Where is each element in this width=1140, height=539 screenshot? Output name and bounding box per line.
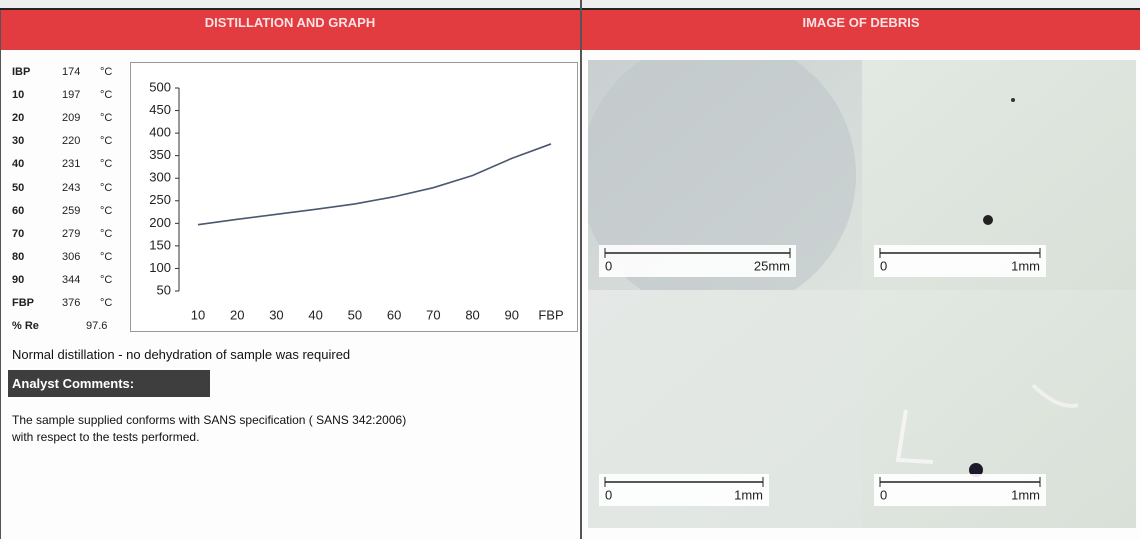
x-tick-label: 80 (465, 307, 479, 322)
line (198, 144, 551, 225)
row-unit: °C (100, 274, 112, 286)
scale-start: 0 (880, 258, 887, 273)
x-tick-label: 40 (308, 307, 322, 322)
row-unit: °C (100, 297, 112, 309)
row-label: % Re (12, 320, 39, 332)
row-value: 344 (62, 274, 80, 286)
y-tick-label: 150 (149, 237, 171, 252)
row-value: 209 (62, 112, 80, 124)
comments: The sample supplied conforms with SANS s… (12, 412, 406, 446)
scale-end-label: 1mm (1011, 487, 1040, 502)
y-tick-label: 500 (149, 79, 171, 94)
row-label: 30 (12, 135, 24, 147)
row-value: 197 (62, 89, 80, 101)
row-value: 220 (62, 135, 80, 147)
y-tick-label: 200 (149, 215, 171, 230)
border-left (0, 10, 1, 539)
row-unit: °C (100, 89, 112, 101)
divider (580, 0, 582, 539)
debris (983, 215, 993, 225)
row-label: 60 (12, 205, 24, 217)
row-value: 306 (62, 251, 80, 263)
x-tick-label: 10 (191, 307, 205, 322)
scale-start: 0 (605, 487, 612, 502)
row-unit: °C (100, 158, 112, 170)
comment-line: with respect to the tests performed. (12, 429, 406, 446)
left-header: DISTILLATION AND GRAPH (0, 10, 580, 50)
row-unit: °C (100, 135, 112, 147)
row-label: IBP (12, 66, 30, 78)
x-tick-label: 30 (269, 307, 283, 322)
scale-end-label: 1mm (734, 487, 763, 502)
comments-title: Analyst Comments: (8, 370, 210, 397)
row-label: FBP (12, 297, 34, 309)
scale-start: 0 (880, 487, 887, 502)
row-value: 279 (62, 228, 80, 240)
row-label: 50 (12, 182, 24, 194)
row-value: 174 (62, 66, 80, 78)
row-label: 90 (12, 274, 24, 286)
row-value: 376 (62, 297, 80, 309)
x-tick-label: 70 (426, 307, 440, 322)
y-tick-label: 300 (149, 170, 171, 185)
row-unit: °C (100, 251, 112, 263)
debris-images: 0 25mm 0 1mm 0 1mm 0 1mm (588, 60, 1136, 528)
y-tick-label: 350 (149, 147, 171, 162)
comment-line: The sample supplied conforms with SANS s… (12, 412, 406, 429)
row-unit: °C (100, 112, 112, 124)
debris (1011, 98, 1015, 102)
row-label: 40 (12, 158, 24, 170)
row-unit: °C (100, 205, 112, 217)
row-unit: °C (100, 66, 112, 78)
row-value: 243 (62, 182, 80, 194)
row-label: 20 (12, 112, 24, 124)
row-label: 80 (12, 251, 24, 263)
row-value: 231 (62, 158, 80, 170)
note: Normal distillation - no dehydration of … (12, 347, 350, 362)
row-unit: °C (100, 228, 112, 240)
y-tick-label: 450 (149, 102, 171, 117)
x-tick-label: FBP (538, 307, 563, 322)
x-tick-label: 20 (230, 307, 244, 322)
y-tick-label: 50 (157, 282, 171, 297)
x-tick-label: 60 (387, 307, 401, 322)
right-header: IMAGE OF DEBRIS (582, 10, 1140, 50)
scale-end-label: 25mm (754, 258, 790, 273)
scale-end-label: 1mm (1011, 258, 1040, 273)
x-tick-label: 50 (348, 307, 362, 322)
top-strip (0, 0, 1140, 10)
row-label: 10 (12, 89, 24, 101)
x-tick-label: 90 (505, 307, 519, 322)
row-label: 70 (12, 228, 24, 240)
row-value: 259 (62, 205, 80, 217)
y-tick-label: 250 (149, 192, 171, 207)
row-unit: °C (100, 182, 112, 194)
distillation-chart: 50 100 150 200 250 300 350 400 450 500 10 20 30 40 50 6… (130, 62, 578, 332)
y-tick-label: 100 (149, 260, 171, 275)
scale-start: 0 (605, 258, 612, 273)
page: DISTILLATION AND GRAPH IMAGE OF DEBRIS I… (0, 0, 1140, 539)
row-value: 97.6 (86, 320, 107, 332)
y-tick-label: 400 (149, 125, 171, 140)
